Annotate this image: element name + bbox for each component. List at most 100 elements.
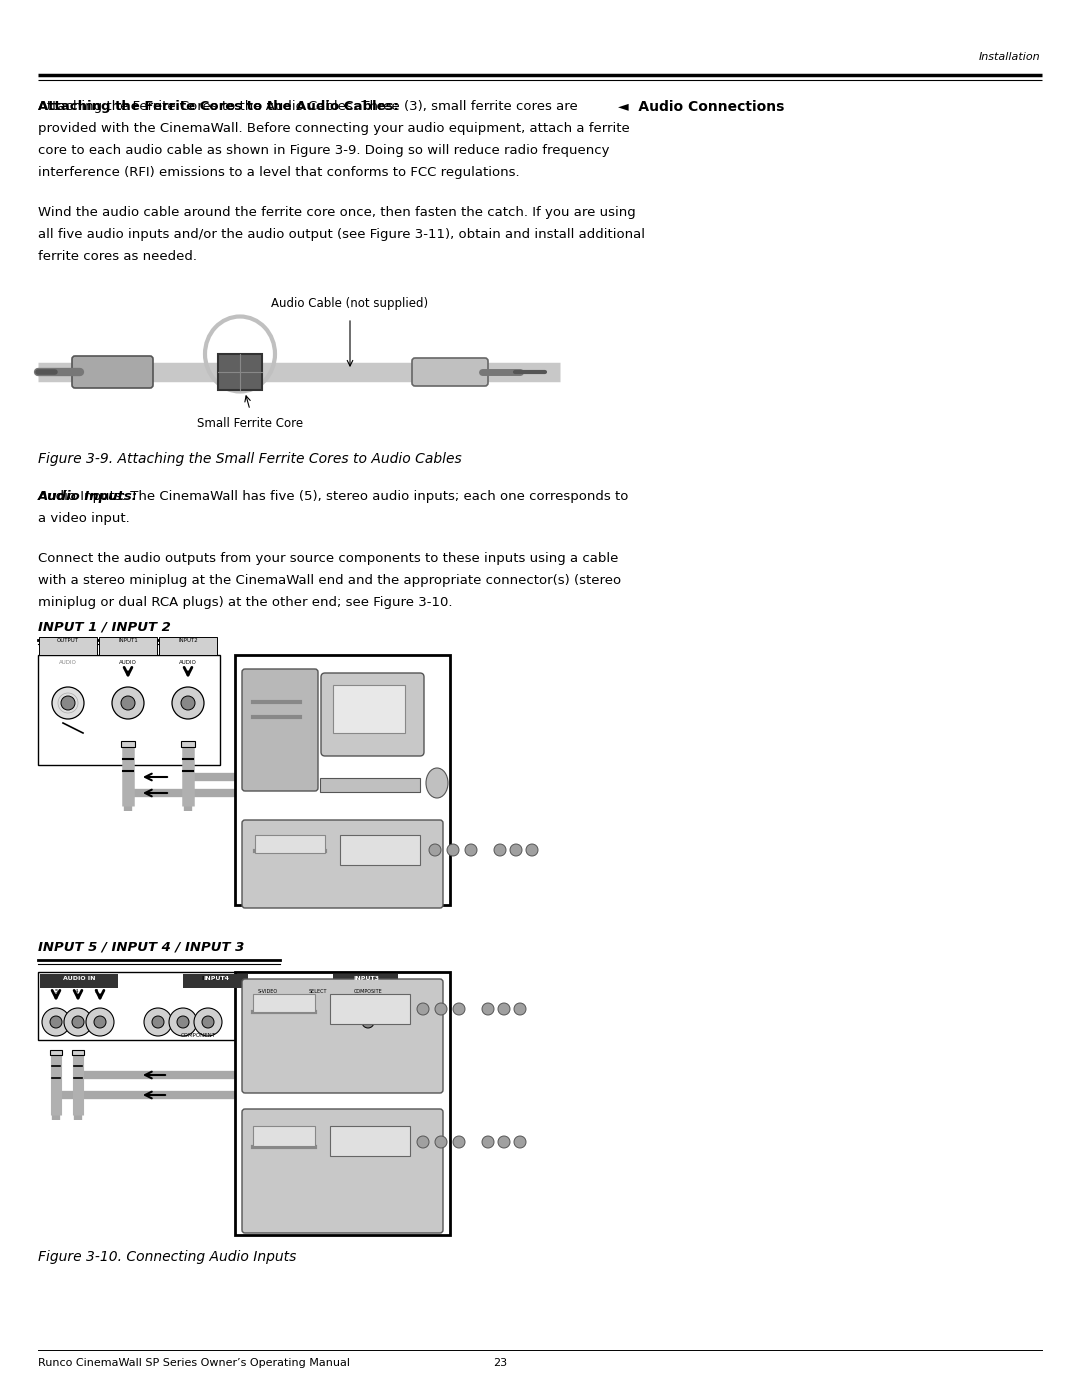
Text: AUDIO: AUDIO [119,659,137,665]
Text: Audio Inputs: The CinemaWall has five (5), stereo audio inputs; each one corresp: Audio Inputs: The CinemaWall has five (5… [38,490,629,503]
Circle shape [429,844,441,856]
Text: Attaching the Ferrite Cores to the Audio Cables:: Attaching the Ferrite Cores to the Audio… [38,101,399,113]
Circle shape [447,844,459,856]
Bar [333,974,399,988]
Bar [255,835,325,854]
FancyBboxPatch shape [242,820,443,908]
Bar [253,995,315,1011]
Text: INPUT 5 / INPUT 4 / INPUT 3: INPUT 5 / INPUT 4 / INPUT 3 [38,940,244,953]
FancyBboxPatch shape [411,358,488,386]
Circle shape [514,1136,526,1148]
Bar [330,1126,410,1155]
Bar [340,835,420,865]
Text: AUDIO: AUDIO [179,659,197,665]
Circle shape [526,844,538,856]
Bar [159,637,217,655]
Text: INPUT4: INPUT4 [203,977,229,981]
Circle shape [465,844,477,856]
Circle shape [121,696,135,710]
Circle shape [202,1016,214,1028]
Text: Figure 3-9. Attaching the Small Ferrite Cores to Audio Cables: Figure 3-9. Attaching the Small Ferrite … [38,453,462,467]
Text: 4: 4 [75,989,78,995]
Text: with a stereo miniplug at the CinemaWall end and the appropriate connector(s) (s: with a stereo miniplug at the CinemaWall… [38,574,621,587]
Text: core to each audio cable as shown in Figure 3-9. Doing so will reduce radio freq: core to each audio cable as shown in Fig… [38,144,609,156]
Text: SELECT: SELECT [309,989,327,995]
Text: INPUT3: INPUT3 [353,977,379,981]
Circle shape [417,1003,429,1016]
Circle shape [42,1009,70,1037]
Text: Installation: Installation [978,52,1040,61]
Text: Audio Inputs:: Audio Inputs: [38,490,138,503]
Text: COMPOSITE: COMPOSITE [353,989,382,995]
Circle shape [417,1136,429,1148]
Circle shape [181,696,195,710]
Text: all five audio inputs and/or the audio output (see Figure 3-11), obtain and inst: all five audio inputs and/or the audio o… [38,228,645,242]
Text: Runco CinemaWall SP Series Owner’s Operating Manual: Runco CinemaWall SP Series Owner’s Opera… [38,1358,350,1368]
FancyBboxPatch shape [321,673,424,756]
Text: AUDIO IN: AUDIO IN [63,977,95,981]
Bar [50,1051,62,1055]
Ellipse shape [426,768,448,798]
Circle shape [50,1016,62,1028]
Bar [330,995,410,1024]
Text: ◄  Audio Connections: ◄ Audio Connections [618,101,784,115]
Text: Figure 3-10. Connecting Audio Inputs: Figure 3-10. Connecting Audio Inputs [38,1250,296,1264]
Circle shape [52,687,84,719]
Bar [183,974,248,988]
Circle shape [498,1136,510,1148]
Circle shape [498,1003,510,1016]
Text: COMPONENT: COMPONENT [180,1032,216,1038]
Bar [181,740,195,747]
FancyBboxPatch shape [242,1109,443,1234]
Bar [72,1051,84,1055]
Circle shape [194,1009,222,1037]
Circle shape [144,1009,172,1037]
Bar [38,655,220,766]
Text: ferrite cores as needed.: ferrite cores as needed. [38,250,197,263]
Bar [333,685,405,733]
Circle shape [168,1009,197,1037]
Text: INPUT2: INPUT2 [178,638,198,643]
Bar [253,1126,315,1146]
Text: Wind the audio cable around the ferrite core once, then fasten the catch. If you: Wind the audio cable around the ferrite … [38,205,636,219]
Text: S-VIDEO: S-VIDEO [258,989,278,995]
Text: INPUT4: INPUT4 [202,977,225,981]
Circle shape [60,696,75,710]
Text: OUTPUT: OUTPUT [57,638,79,643]
Bar [40,974,118,988]
Text: miniplug or dual RCA plugs) at the other end; see Figure 3-10.: miniplug or dual RCA plugs) at the other… [38,597,453,609]
Circle shape [64,1009,92,1037]
FancyBboxPatch shape [72,356,153,388]
Circle shape [112,687,144,719]
Text: a video input.: a video input. [38,511,130,525]
FancyBboxPatch shape [242,979,443,1092]
Circle shape [435,1136,447,1148]
FancyBboxPatch shape [251,1006,285,1038]
Text: AUDIO: AUDIO [59,659,77,665]
Circle shape [362,1016,374,1028]
Bar [99,637,157,655]
Text: interference (RFI) emissions to a level that conforms to FCC regulations.: interference (RFI) emissions to a level … [38,166,519,179]
Circle shape [514,1003,526,1016]
Circle shape [494,844,507,856]
Text: Attaching the Ferrite Cores to the Audio Cables: Three (3), small ferrite cores : Attaching the Ferrite Cores to the Audio… [38,101,578,113]
Bar [235,972,450,1235]
Text: Connect the audio outputs from your source components to these inputs using a ca: Connect the audio outputs from your sour… [38,552,619,564]
Bar [218,353,262,390]
Text: INPUT 1 / INPUT 2: INPUT 1 / INPUT 2 [38,620,171,633]
Circle shape [152,1016,164,1028]
Circle shape [354,1009,382,1037]
Bar [235,655,450,905]
Circle shape [172,687,204,719]
Text: 5: 5 [54,989,57,995]
Bar [121,740,135,747]
Text: Audio Cable (not supplied): Audio Cable (not supplied) [271,298,429,310]
Circle shape [72,1016,84,1028]
Bar [320,778,420,792]
Bar [38,972,440,1039]
Bar [39,637,97,655]
Circle shape [177,1016,189,1028]
Circle shape [482,1136,494,1148]
Circle shape [453,1136,465,1148]
Text: provided with the CinemaWall. Before connecting your audio equipment, attach a f: provided with the CinemaWall. Before con… [38,122,630,136]
